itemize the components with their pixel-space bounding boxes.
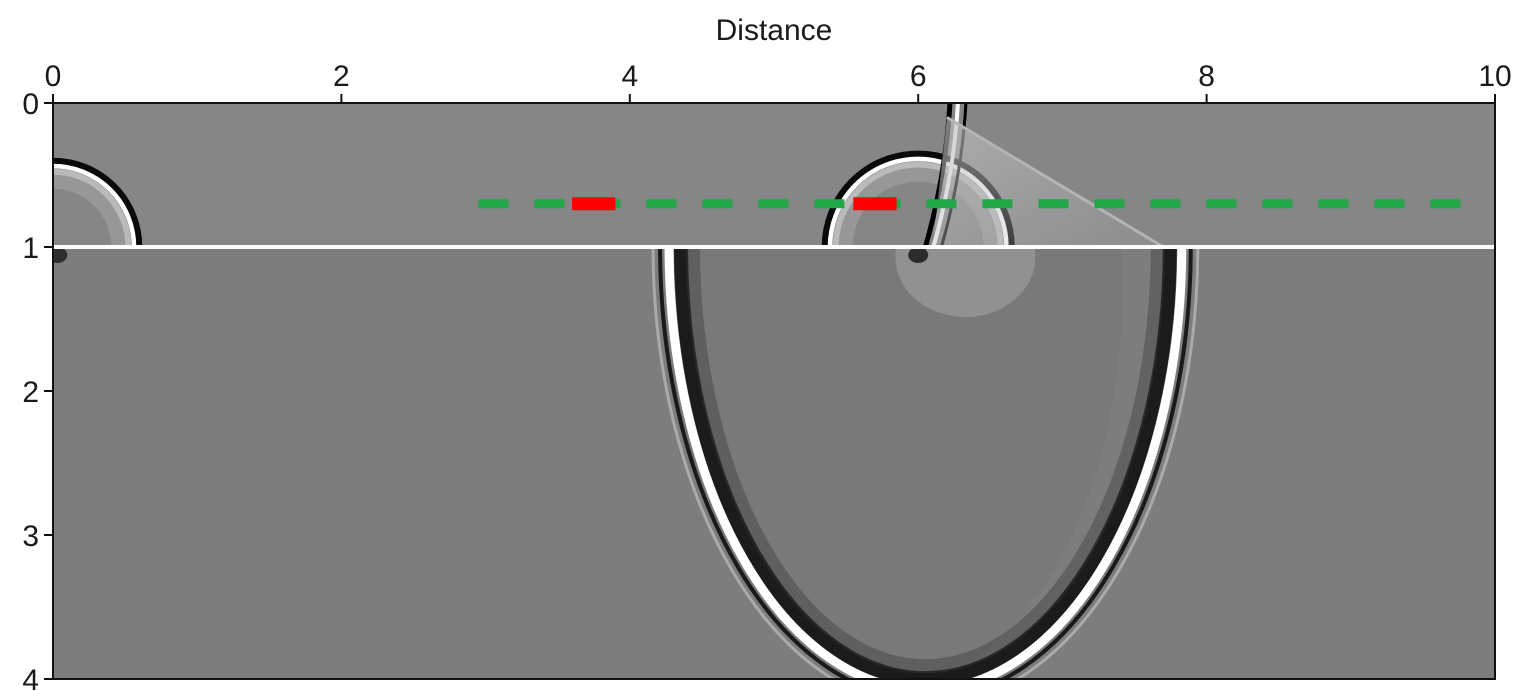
source-b-spot bbox=[908, 247, 929, 263]
x-tick-label: 8 bbox=[1198, 60, 1215, 93]
x-tick-label: 6 bbox=[910, 60, 927, 93]
wavefront-source-b-halo bbox=[832, 161, 1004, 247]
wavefront-source-b-inner-fade bbox=[838, 167, 998, 247]
transmitted-light-lobe bbox=[895, 247, 1036, 317]
x-tick-label: 10 bbox=[1478, 60, 1511, 93]
head-wave-region bbox=[932, 117, 1164, 247]
upper-wavefield bbox=[53, 103, 1165, 247]
head-wave bbox=[932, 116, 1165, 247]
wavefront-source-b-black-band bbox=[821, 150, 1015, 247]
x-tick-label: 0 bbox=[45, 60, 62, 93]
y-tick-label: 4 bbox=[22, 664, 39, 691]
wavefront-source-b bbox=[821, 150, 1015, 247]
y-tick-label: 1 bbox=[22, 232, 39, 265]
wavefront-source-b-white-band bbox=[827, 156, 1010, 247]
axes: 0 2 4 6 8 10 0 1 2 3 4 bbox=[22, 60, 1511, 691]
y-tick-label: 0 bbox=[22, 88, 39, 121]
transmitted-interior bbox=[668, 247, 1123, 679]
x-tick-label: 4 bbox=[621, 60, 638, 93]
transmitted-mask bbox=[53, 247, 695, 679]
y-tick-label: 3 bbox=[22, 520, 39, 553]
head-wave-front bbox=[946, 116, 1165, 247]
x-axis-title: Distance bbox=[716, 14, 833, 47]
upper-layer-field bbox=[53, 103, 1495, 247]
source-a-spot bbox=[53, 247, 68, 263]
y-tick-label: 2 bbox=[22, 376, 39, 409]
transmitted-black-fade bbox=[686, 247, 1165, 674]
x-tick-label: 2 bbox=[333, 60, 350, 93]
